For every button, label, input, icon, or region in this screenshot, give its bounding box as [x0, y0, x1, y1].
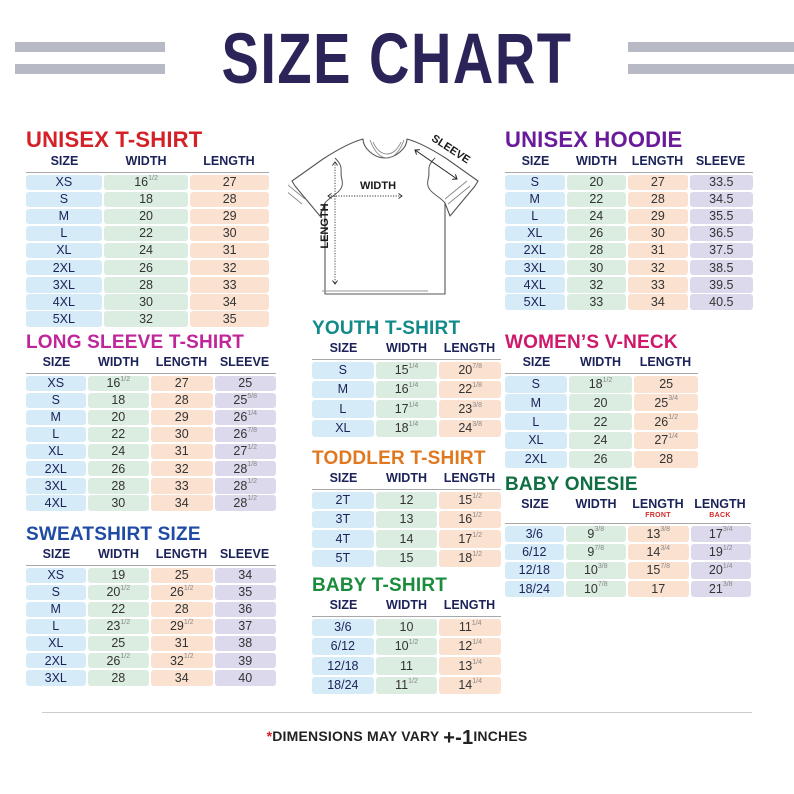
svg-text:LENGTH: LENGTH [319, 203, 331, 248]
svg-text:WIDTH: WIDTH [360, 180, 396, 192]
